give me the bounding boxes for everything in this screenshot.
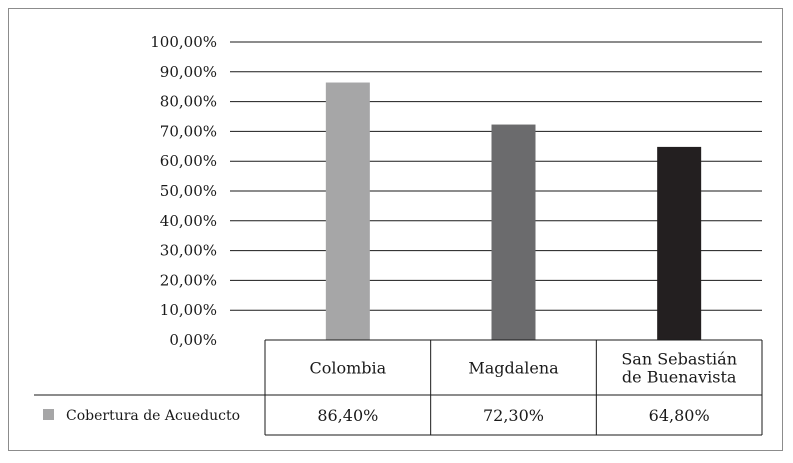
x-category-label: Colombia bbox=[309, 359, 386, 378]
chart-frame: 0,00% 10,00% 20,00% 30,00% 40,00% 50,00% 60,00… bbox=[8, 8, 783, 451]
y-tick-label: 100,00% bbox=[150, 33, 217, 51]
y-tick-label: 80,00% bbox=[160, 93, 217, 111]
x-category-label: Magdalena bbox=[468, 359, 559, 378]
data-label: 72,30% bbox=[483, 406, 544, 425]
bar-chart: 0,00% 10,00% 20,00% 30,00% 40,00% 50,00% 60,00… bbox=[34, 33, 763, 436]
y-tick-label: 0,00% bbox=[169, 331, 217, 349]
x-category-label: San Sebastián bbox=[621, 350, 737, 369]
bar bbox=[491, 124, 536, 341]
bar bbox=[657, 146, 702, 340]
y-tick-label: 70,00% bbox=[160, 122, 217, 140]
data-label: 86,40% bbox=[317, 406, 378, 425]
y-tick-label: 30,00% bbox=[160, 242, 217, 260]
legend-swatch bbox=[43, 409, 54, 420]
bar bbox=[325, 82, 370, 340]
legend-label: Cobertura de Acueducto bbox=[66, 408, 240, 424]
y-tick-label: 10,00% bbox=[160, 301, 217, 319]
y-tick-label: 40,00% bbox=[160, 212, 217, 230]
y-tick-label: 60,00% bbox=[160, 152, 217, 170]
x-category-label: de Buenavista bbox=[622, 368, 737, 387]
y-tick-label: 50,00% bbox=[160, 182, 217, 200]
y-tick-label: 20,00% bbox=[160, 271, 217, 289]
data-label: 64,80% bbox=[649, 406, 710, 425]
y-tick-label: 90,00% bbox=[160, 63, 217, 81]
